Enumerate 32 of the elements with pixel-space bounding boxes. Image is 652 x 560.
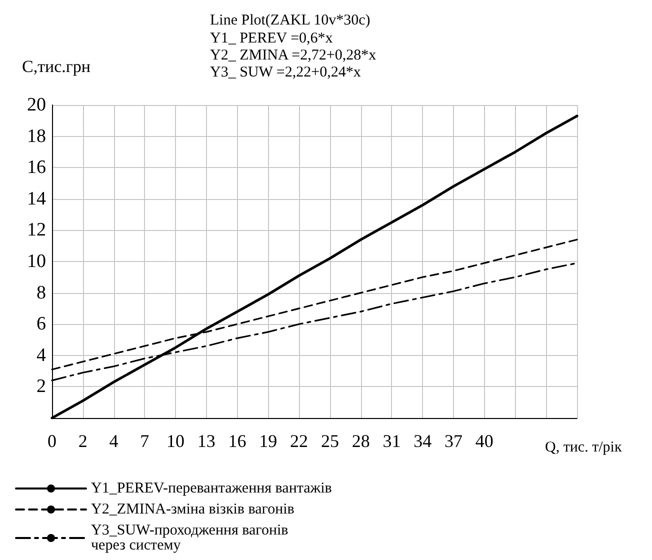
legend-label: Y3_SUW-проходження вагонів через систему [91, 522, 288, 554]
y-axis-title: С,тис.грн [22, 57, 90, 76]
x-tick-label: 10 [166, 431, 185, 451]
x-tick-label: 0 [48, 431, 56, 451]
legend-label: Y2_ZMINA-зміна візків вагонів [91, 502, 294, 518]
y-tick-label: 20 [27, 94, 46, 116]
y-tick-label: 12 [27, 220, 46, 241]
legend-label: Y1_PEREV-перевантаження вантажів [91, 480, 332, 496]
x-tick-label: 34 [414, 431, 432, 451]
x-tick-label: 19 [259, 431, 278, 451]
x-tick-label: 16 [228, 431, 246, 451]
x-tick-label: 40 [475, 431, 494, 451]
x-tick-label: 13 [197, 431, 216, 451]
y-tick-label: 2 [36, 376, 46, 398]
x-tick-label: 28 [352, 431, 370, 451]
x-tick-label: 37 [444, 431, 462, 451]
y-tick-label: 14 [27, 188, 46, 210]
chart-subtitle: Y1_ PEREV =0,6*x Y2_ ZMINA =2,72+0,28*x Y3_ SUW =2,22+0,24*x [210, 30, 377, 80]
x-axis-title: Q, тис. т/рік [545, 440, 622, 456]
y-tick-label: 16 [27, 157, 46, 178]
x-tick-label: 2 [78, 431, 88, 451]
x-tick-label: 22 [290, 431, 308, 451]
x-tick-label: 31 [382, 431, 401, 451]
y-tick-label: 8 [36, 282, 46, 304]
y-tick-label: 18 [27, 126, 46, 147]
y-tick-label: 6 [36, 314, 46, 335]
x-tick-label: 4 [109, 431, 118, 451]
x-tick-label: 25 [320, 431, 339, 451]
y-tick-label: 4 [36, 344, 46, 366]
x-tick-label: 7 [140, 431, 150, 451]
y-tick-label: 10 [27, 251, 46, 272]
chart-title: Line Plot(ZAKL 10v*30c) [210, 12, 370, 28]
